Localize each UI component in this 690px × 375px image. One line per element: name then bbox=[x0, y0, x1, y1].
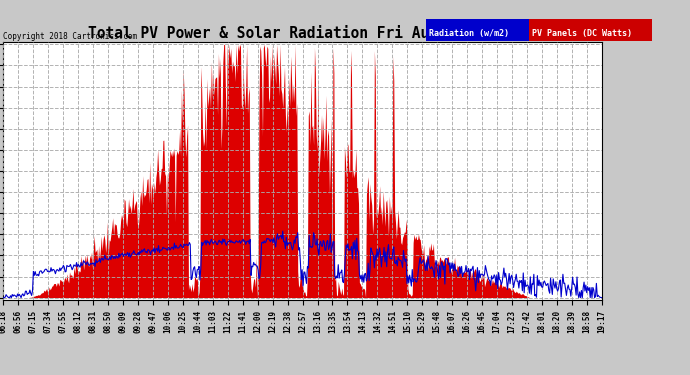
Text: PV Panels (DC Watts): PV Panels (DC Watts) bbox=[532, 29, 632, 38]
Text: Radiation (w/m2): Radiation (w/m2) bbox=[429, 29, 509, 38]
Text: Copyright 2018 Cartronics.com: Copyright 2018 Cartronics.com bbox=[3, 32, 137, 41]
Title: Total PV Power & Solar Radiation Fri Aug 31 19:22: Total PV Power & Solar Radiation Fri Aug… bbox=[88, 25, 517, 41]
